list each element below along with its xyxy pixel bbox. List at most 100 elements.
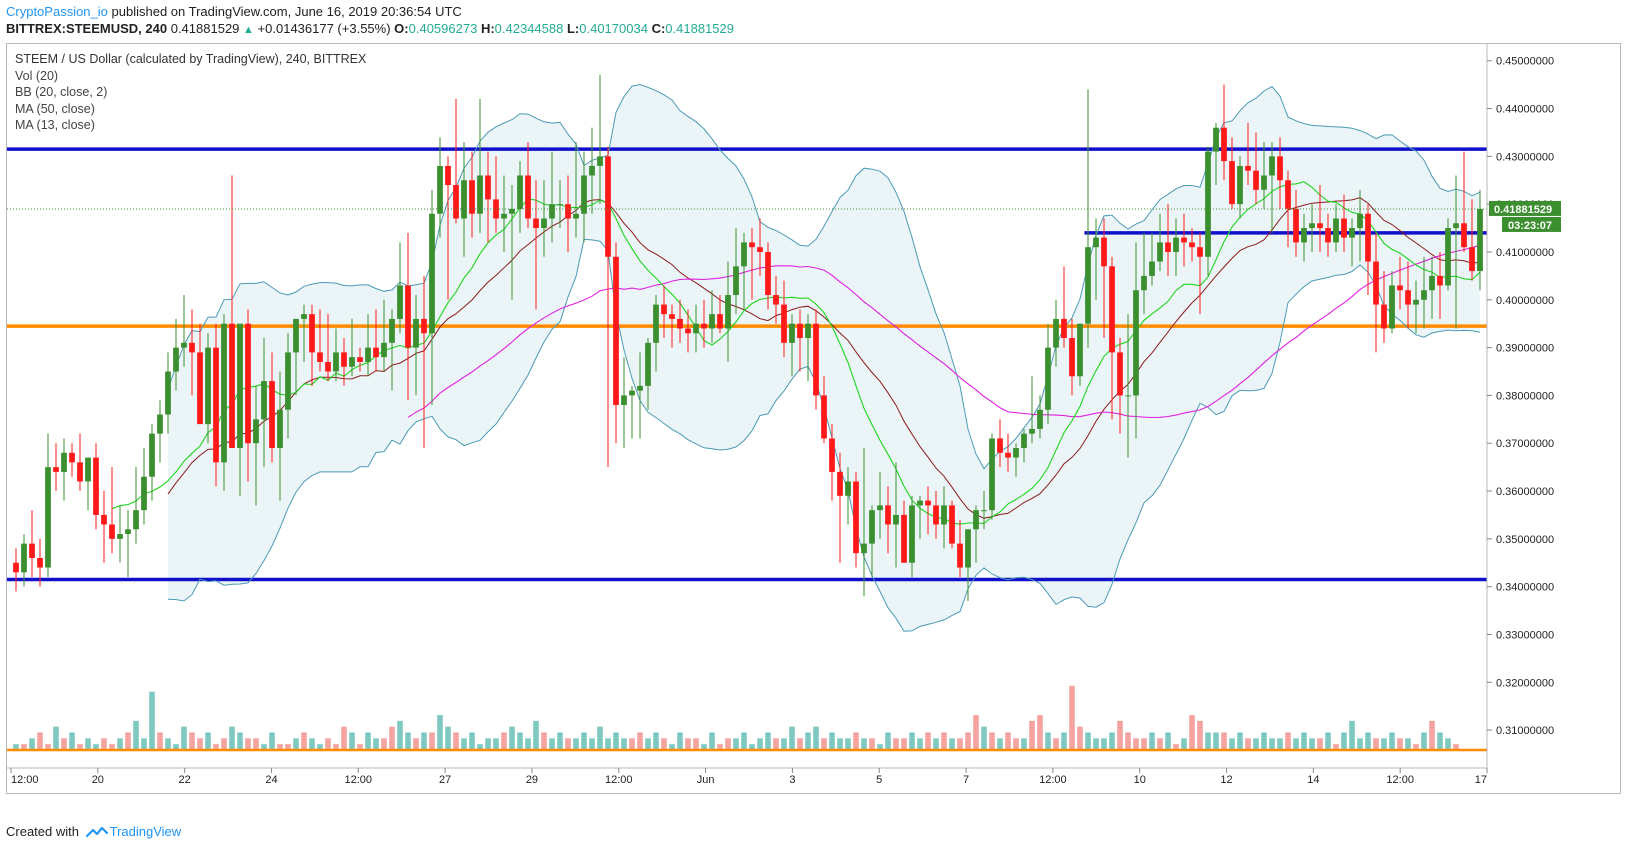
candle-body — [709, 314, 715, 329]
candle-body — [1253, 170, 1259, 190]
volume-bar — [1085, 732, 1091, 750]
legend-bb[interactable]: BB (20, close, 2) — [15, 85, 108, 99]
volume-bar — [1165, 732, 1171, 750]
volume-bar — [37, 732, 43, 750]
candle-body — [1189, 242, 1195, 248]
candle-body — [973, 510, 979, 530]
candle-body — [485, 175, 491, 200]
legend-title[interactable]: STEEM / US Dollar (calculated by Trading… — [15, 52, 367, 66]
volume-bar — [973, 715, 979, 750]
candle-body — [845, 481, 851, 496]
legend-volume[interactable]: Vol (20) — [15, 68, 59, 83]
volume-bar — [445, 726, 451, 750]
candle-body — [133, 510, 139, 530]
volume-bar — [1405, 738, 1411, 750]
candle-body — [325, 361, 331, 372]
candle-body — [445, 165, 451, 186]
volume-bar — [1309, 738, 1315, 750]
candle-body — [1397, 285, 1403, 291]
tradingview-link[interactable]: TradingView — [109, 824, 182, 839]
candle-body — [637, 385, 643, 391]
volume-bar — [53, 726, 59, 750]
volume-bar — [1021, 738, 1027, 750]
volume-bar — [757, 738, 763, 750]
volume-bar — [197, 738, 203, 750]
volume-bar — [773, 738, 779, 750]
time-tick-label: 10 — [1134, 774, 1146, 786]
candle-body — [173, 347, 179, 372]
high-label: H: — [480, 21, 495, 36]
volume-bar — [477, 744, 483, 750]
volume-bar — [661, 738, 667, 750]
volume-bar — [517, 732, 523, 750]
volume-bar — [1381, 738, 1387, 750]
volume-bar — [861, 738, 867, 750]
time-tick-label: Jun — [697, 774, 715, 786]
volume-bar — [285, 744, 291, 750]
time-tick-label: 22 — [179, 774, 191, 786]
candle-body — [1269, 156, 1275, 176]
candle-body — [1045, 347, 1051, 410]
candle-body — [1325, 228, 1331, 243]
candle-body — [1277, 156, 1283, 181]
candle-body — [181, 342, 187, 348]
legend-ma50[interactable]: MA (50, close) — [15, 101, 95, 116]
volume-bar — [1149, 732, 1155, 750]
volume-bar — [701, 744, 707, 750]
candle-body — [333, 352, 339, 372]
candle-body — [1125, 395, 1131, 397]
volume-bar — [1133, 738, 1139, 750]
time-tick-label: 3 — [789, 774, 795, 786]
volume-bar — [1277, 738, 1283, 750]
close-label: C: — [651, 21, 666, 36]
candle-body — [917, 500, 923, 506]
candle-body — [869, 510, 875, 544]
candle-body — [205, 347, 211, 425]
volume-bar — [85, 738, 91, 750]
tradingview-logo-icon — [85, 826, 108, 837]
volume-bar — [597, 726, 603, 750]
volume-bar — [21, 744, 27, 750]
candle-body — [1101, 237, 1107, 267]
volume-bar — [253, 738, 259, 750]
volume-bar — [549, 738, 555, 750]
candle-body — [37, 557, 43, 568]
candle-body — [405, 285, 411, 348]
volume-bar — [1157, 738, 1163, 750]
candle-body — [1213, 127, 1219, 152]
volume-bar — [77, 744, 83, 750]
candle-body — [733, 266, 739, 296]
candle-body — [789, 323, 795, 343]
candle-body — [77, 462, 83, 482]
volume-bar — [581, 732, 587, 750]
volume-bar — [901, 738, 907, 750]
candle-body — [589, 165, 595, 176]
candle-body — [645, 342, 651, 386]
volume-bar — [277, 744, 283, 750]
volume-bar — [789, 726, 795, 750]
volume-bar — [389, 726, 395, 750]
candle-body — [741, 242, 747, 267]
legend-ma13[interactable]: MA (13, close) — [15, 118, 95, 132]
candle-body — [1405, 290, 1411, 305]
candle-body — [365, 347, 371, 362]
candle-body — [805, 323, 811, 339]
volume-bar — [797, 738, 803, 750]
high-value: 0.42344588 — [494, 21, 564, 36]
volume-bar — [1053, 738, 1059, 750]
candle-body — [85, 457, 91, 482]
volume-bar — [533, 720, 539, 750]
author-link[interactable]: CryptoPassion_io — [6, 4, 108, 19]
candle-body — [925, 500, 931, 506]
candle-body — [1197, 247, 1203, 257]
volume-bar — [365, 732, 371, 750]
candle-body — [901, 514, 907, 563]
volume-bar — [1325, 732, 1331, 750]
volume-bar — [149, 691, 155, 750]
chart-frame — [6, 43, 1621, 794]
candle-body — [141, 476, 147, 511]
candle-body — [781, 304, 787, 343]
candle-body — [1357, 213, 1363, 229]
volume-bar — [829, 732, 835, 750]
